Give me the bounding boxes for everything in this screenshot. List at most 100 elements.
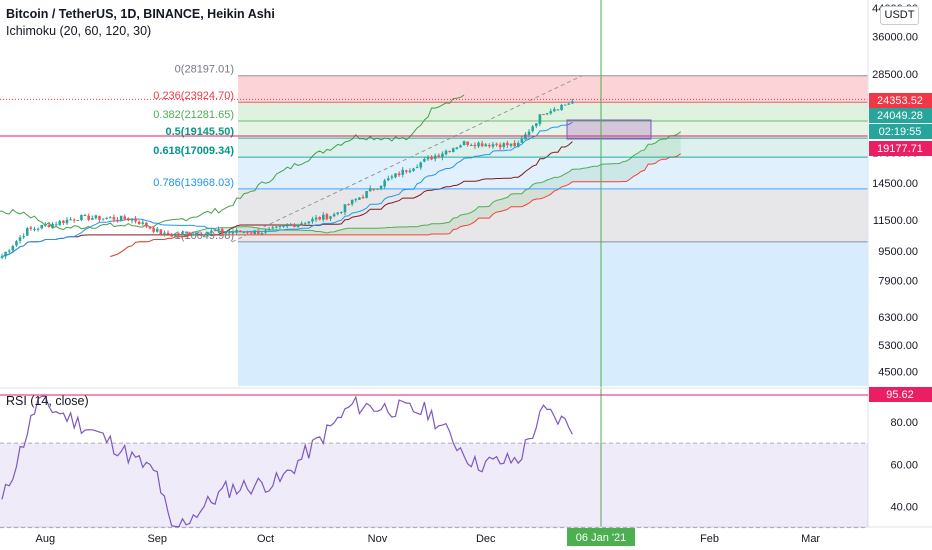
candle-body[interactable] (278, 226, 282, 228)
candle-body[interactable] (531, 126, 534, 132)
candle-body[interactable] (246, 232, 249, 234)
candle-body[interactable] (145, 222, 148, 227)
candle-body[interactable] (563, 104, 567, 106)
candle-body[interactable] (350, 200, 354, 205)
candle-body[interactable] (33, 228, 36, 230)
candle-body[interactable] (545, 113, 549, 115)
candle-body[interactable] (127, 218, 130, 221)
candle-body[interactable] (54, 224, 58, 226)
candle-body[interactable] (426, 157, 430, 160)
candle-body[interactable] (437, 155, 441, 157)
candle-body[interactable] (321, 214, 325, 220)
candle-body[interactable] (62, 220, 65, 223)
candle-body[interactable] (0, 256, 4, 258)
candle-body[interactable] (72, 219, 76, 221)
candle-body[interactable] (148, 226, 152, 229)
candle-body[interactable] (22, 236, 25, 238)
candle-body[interactable] (170, 235, 173, 237)
candle-body[interactable] (318, 217, 321, 220)
candle-body[interactable] (271, 227, 275, 229)
candle-body[interactable] (260, 233, 264, 235)
candle-body[interactable] (275, 226, 278, 228)
candle-body[interactable] (202, 234, 206, 236)
candle-body[interactable] (524, 134, 527, 140)
candle-body[interactable] (488, 144, 491, 147)
candle-body[interactable] (220, 228, 224, 233)
candle-body[interactable] (155, 228, 159, 232)
candle-body[interactable] (282, 225, 285, 227)
candle-body[interactable] (441, 153, 444, 158)
candle-body[interactable] (549, 111, 553, 114)
candle-body[interactable] (307, 221, 311, 224)
candle-body[interactable] (329, 216, 332, 219)
candle-body[interactable] (534, 123, 538, 127)
candle-body[interactable] (177, 233, 181, 235)
candle-body[interactable] (405, 170, 408, 172)
candle-body[interactable] (210, 230, 213, 233)
candle-body[interactable] (130, 218, 134, 221)
candle-body[interactable] (235, 229, 238, 233)
rsi-indicator-label[interactable]: RSI (14, close) (6, 394, 89, 408)
candle-body[interactable] (394, 173, 397, 178)
candle-body[interactable] (553, 109, 556, 112)
candle-body[interactable] (386, 178, 390, 181)
candle-body[interactable] (228, 231, 231, 233)
candle-body[interactable] (372, 188, 376, 190)
candle-body[interactable] (116, 219, 119, 221)
candle-body[interactable] (105, 217, 108, 219)
candle-body[interactable] (408, 170, 412, 173)
candle-body[interactable] (419, 162, 423, 168)
candle-body[interactable] (101, 218, 105, 220)
candle-body[interactable] (217, 229, 220, 231)
candle-body[interactable] (379, 185, 383, 189)
candle-body[interactable] (257, 230, 260, 234)
candle-body[interactable] (224, 232, 228, 234)
currency-button[interactable]: USDT (880, 6, 919, 25)
candle-body[interactable] (451, 148, 455, 152)
candle-body[interactable] (293, 225, 296, 228)
candle-body[interactable] (199, 233, 202, 235)
candle-body[interactable] (397, 173, 401, 176)
candle-body[interactable] (480, 143, 484, 146)
candle-body[interactable] (40, 224, 44, 229)
candle-body[interactable] (470, 145, 473, 147)
candle-body[interactable] (253, 230, 256, 235)
candle-body[interactable] (433, 155, 437, 159)
candle-body[interactable] (516, 142, 520, 147)
candle-body[interactable] (502, 143, 506, 147)
candle-body[interactable] (358, 197, 361, 200)
candle-body[interactable] (44, 224, 47, 226)
candle-body[interactable] (65, 219, 69, 224)
candle-body[interactable] (390, 176, 394, 178)
candle-body[interactable] (332, 214, 336, 217)
candle-body[interactable] (25, 228, 29, 236)
candle-body[interactable] (87, 215, 90, 220)
candle-body[interactable] (94, 215, 98, 219)
candle-body[interactable] (47, 225, 51, 228)
candle-body[interactable] (267, 228, 271, 230)
candle-body[interactable] (509, 143, 513, 146)
candle-body[interactable] (347, 204, 350, 206)
candle-body[interactable] (289, 225, 293, 227)
candle-body[interactable] (368, 188, 372, 192)
candle-body[interactable] (184, 232, 188, 234)
candle-body[interactable] (466, 141, 469, 145)
candle-body[interactable] (383, 180, 386, 187)
candle-body[interactable] (538, 114, 542, 124)
candle-body[interactable] (412, 168, 415, 171)
candle-body[interactable] (365, 191, 368, 198)
candle-body[interactable] (567, 103, 571, 105)
candle-body[interactable] (137, 221, 141, 225)
candle-body[interactable] (495, 143, 498, 145)
candle-body[interactable] (163, 232, 166, 234)
candle-body[interactable] (264, 230, 267, 233)
ichimoku-indicator-label[interactable]: Ichimoku (20, 60, 120, 30) (6, 24, 152, 38)
candle-body[interactable] (361, 197, 365, 199)
candle-body[interactable] (206, 232, 210, 236)
candle-body[interactable] (152, 227, 155, 232)
candle-body[interactable] (520, 138, 524, 143)
candle-body[interactable] (444, 150, 448, 155)
candle-body[interactable] (484, 144, 488, 147)
candle-body[interactable] (141, 222, 145, 224)
candle-body[interactable] (513, 142, 516, 147)
